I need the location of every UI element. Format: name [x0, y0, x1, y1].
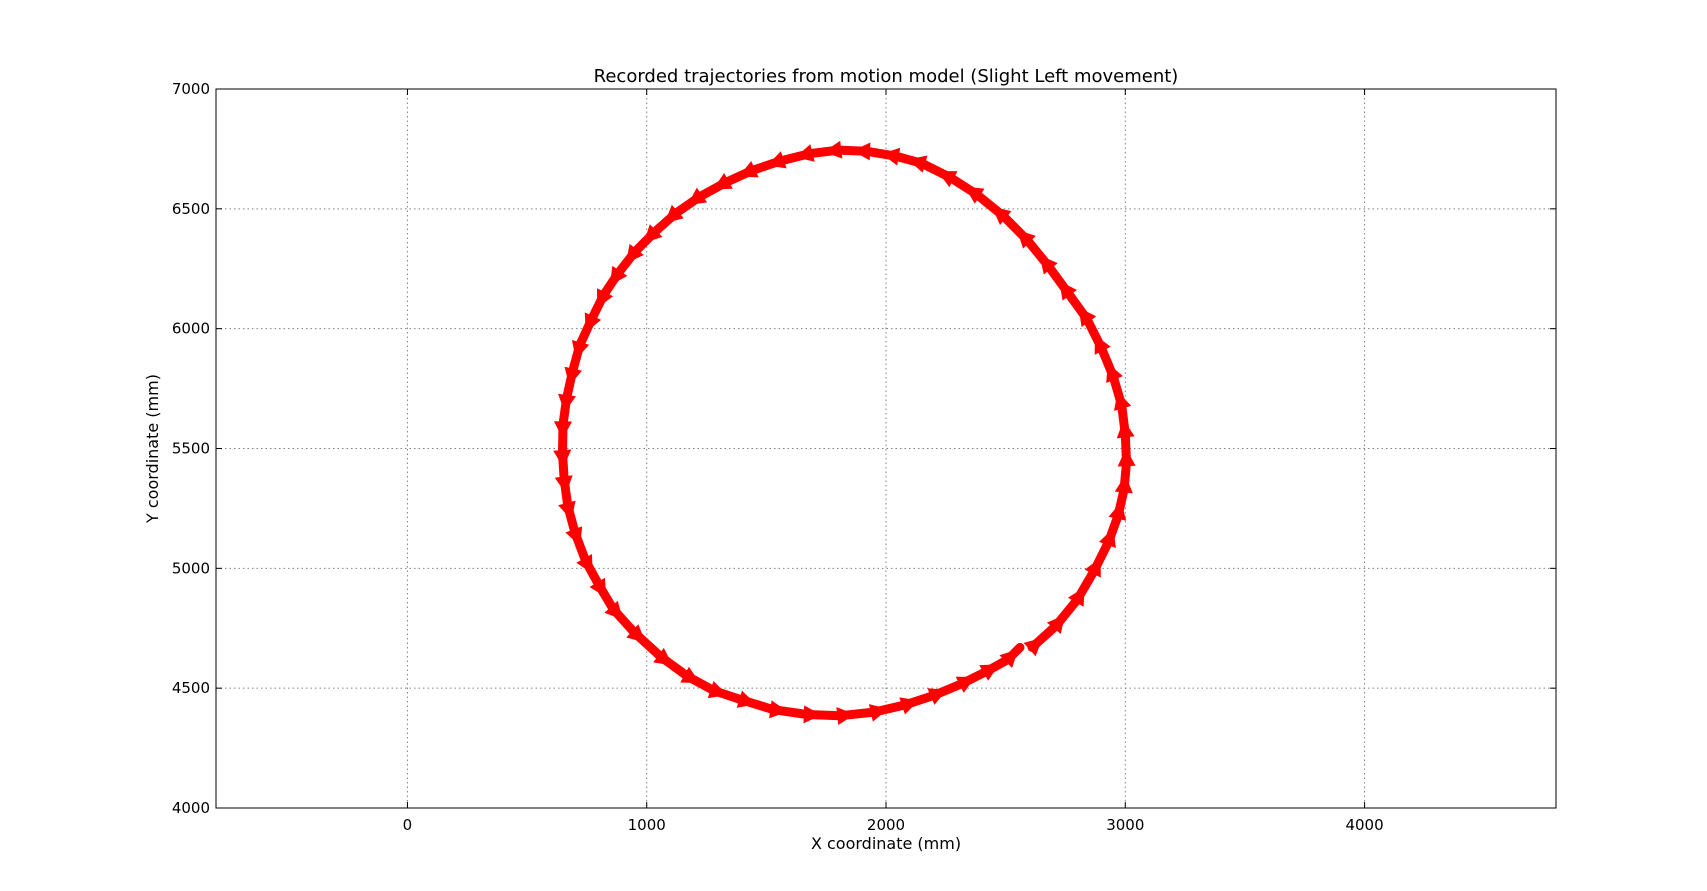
- trajectory-arrow: [1046, 614, 1065, 634]
- trajectory-arrow: [564, 366, 582, 386]
- series-trajectory: [553, 140, 1136, 725]
- trajectory-arrow: [955, 676, 976, 693]
- trajectory-arrow: [992, 206, 1012, 225]
- x-tick-label: 0: [403, 816, 413, 834]
- grid-lines: [216, 89, 1556, 808]
- trajectory-arrow: [823, 140, 843, 159]
- trajectory-arrow: [1039, 255, 1058, 275]
- y-tick-label: 4500: [172, 679, 210, 697]
- y-axis-label: Y coordinate (mm): [143, 374, 162, 524]
- trajectory-arrow: [610, 265, 628, 286]
- trajectory-arrow: [881, 147, 901, 166]
- trajectory-arrow: [571, 340, 590, 360]
- trajectory-arrow: [1059, 281, 1077, 301]
- trajectory-arrow: [625, 243, 644, 264]
- trajectory-arrow: [1099, 528, 1116, 548]
- chart-title: Recorded trajectories from motion model …: [594, 66, 1179, 87]
- trajectory-arrow: [1108, 501, 1127, 521]
- trajectory-arrow: [899, 697, 919, 715]
- trajectory-arrow: [769, 700, 788, 719]
- trajectory-arrow: [1017, 229, 1036, 249]
- trajectory-arrow: [803, 705, 822, 724]
- trajectory-arrow: [1114, 391, 1132, 411]
- axis-ticks: 0 1000 2000 3000 4000 4000 4500 5000 5500 6000 650…: [172, 80, 1556, 834]
- trajectory-arrow: [1068, 587, 1085, 607]
- trajectory-arrow: [626, 624, 646, 643]
- trajectory-arrow: [565, 526, 583, 546]
- trajectory-arrow: [604, 600, 623, 620]
- trajectory-arrow: [738, 161, 759, 178]
- trajectory-arrow: [680, 666, 700, 684]
- trajectory-arrow: [576, 554, 593, 574]
- trajectory-arrow: [584, 312, 602, 333]
- trajectory-arrow: [589, 577, 607, 598]
- x-tick-label: 1000: [628, 816, 666, 834]
- x-tick-label: 2000: [867, 816, 905, 834]
- trajectory-arrow: [643, 224, 663, 243]
- trajectory-arrow: [1106, 363, 1123, 383]
- trajectory-arrow: [1116, 419, 1135, 439]
- trajectory-arrow: [554, 475, 573, 494]
- x-tick-label: 3000: [1106, 816, 1144, 834]
- trajectory-arrow: [554, 421, 572, 439]
- y-tick-label: 5000: [172, 559, 210, 577]
- trajectory-arrow: [687, 187, 708, 206]
- x-tick-label: 4000: [1345, 816, 1383, 834]
- trajectory-arrow: [852, 142, 871, 161]
- trajectory-arrow: [1023, 637, 1043, 657]
- trajectory-arrow: [664, 204, 684, 224]
- trajectory-arrow: [999, 649, 1019, 668]
- y-tick-label: 4000: [172, 799, 210, 817]
- y-tick-label: 7000: [172, 80, 210, 98]
- y-tick-label: 6000: [172, 320, 210, 338]
- y-tick-label: 5500: [172, 440, 210, 458]
- trajectory-arrow: [767, 151, 787, 169]
- trajectory-arrow: [1084, 557, 1101, 578]
- trajectory-arrow: [1094, 335, 1111, 355]
- trajectory-arrow: [927, 688, 948, 705]
- trajectory-arrow: [736, 690, 757, 708]
- trajectory-arrow: [1117, 448, 1136, 467]
- trajectory-arrow: [836, 707, 855, 725]
- trajectory-arrow: [964, 186, 985, 204]
- trajectory-arrow: [1114, 474, 1133, 494]
- trajectory-arrow: [558, 393, 576, 413]
- trajectory-arrow: [558, 500, 576, 520]
- y-tick-label: 6500: [172, 200, 210, 218]
- trajectory-arrow: [908, 155, 928, 173]
- trajectory-arrow: [597, 288, 614, 308]
- trajectory-arrow: [553, 449, 572, 468]
- trajectory-arrow: [795, 144, 815, 162]
- trajectory-arrow: [868, 704, 889, 722]
- x-axis-label: X coordinate (mm): [811, 834, 961, 853]
- trajectory-arrow: [713, 173, 733, 190]
- trajectory-arrow: [653, 647, 673, 666]
- trajectory-arrow: [979, 664, 1000, 681]
- trajectory-arrow: [707, 681, 728, 699]
- trajectory-arrow: [1078, 307, 1097, 327]
- trajectory-arrow: [937, 171, 958, 188]
